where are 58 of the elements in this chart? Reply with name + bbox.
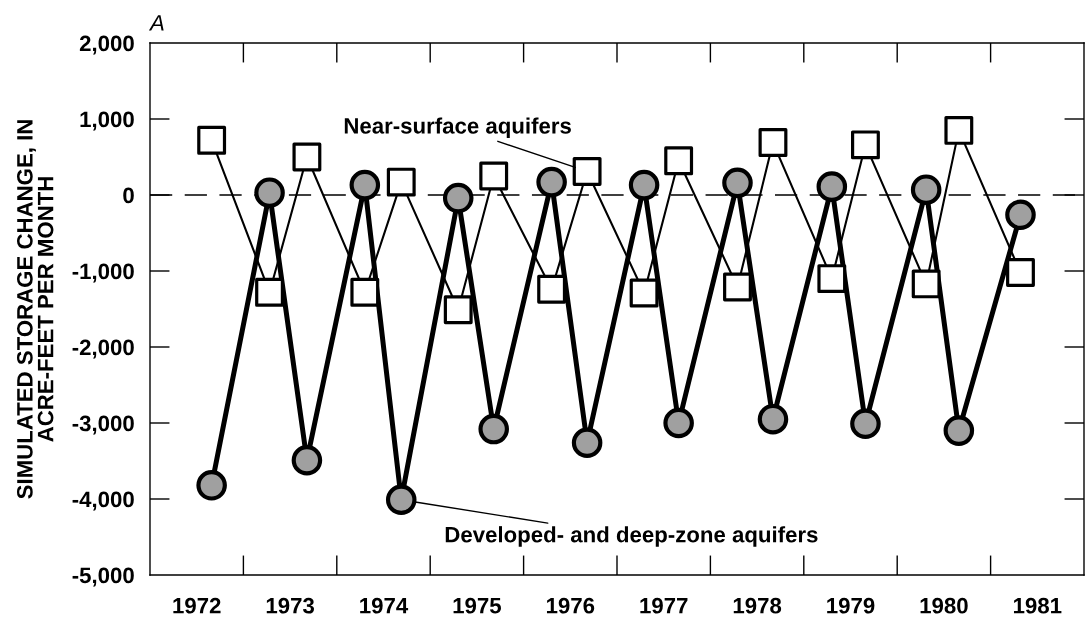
x-tick-label: 1972 (173, 597, 221, 614)
point (442, 182, 474, 214)
y-tick-label: -2,000 (72, 339, 134, 359)
annotation: Developed- and deep-zone aquifers (445, 526, 818, 547)
point (1006, 258, 1035, 287)
y-tick-label: -3,000 (72, 415, 134, 435)
point (443, 295, 473, 325)
point (350, 277, 380, 307)
x-tick-label: 1980 (920, 597, 968, 614)
point (911, 269, 941, 299)
point (757, 403, 789, 435)
point (571, 427, 603, 459)
point (943, 415, 975, 446)
point (850, 408, 881, 440)
y-axis-title: SIMULATED STORAGE CHANGE, IN ACRE-FEET PER MONTH (16, 120, 54, 499)
y-tick-label: 2,000 (79, 35, 134, 55)
y-tick-label: -5,000 (72, 567, 134, 587)
point (851, 130, 880, 160)
point (572, 156, 602, 186)
point (291, 444, 323, 476)
chart-title: A (148, 15, 164, 31)
x-tick-label: 1981 (1013, 597, 1062, 614)
point (664, 146, 694, 176)
x-tick-label: 1973 (266, 597, 315, 614)
point (197, 125, 227, 155)
point (385, 484, 417, 516)
annotation: Near-surface aquifers (344, 117, 571, 139)
point (255, 277, 284, 307)
point (944, 115, 974, 145)
point (537, 274, 567, 304)
y-tick-label: -4,000 (72, 491, 134, 511)
point (816, 171, 848, 202)
point (722, 167, 753, 199)
point (723, 272, 752, 302)
x-tick-label: 1976 (546, 597, 595, 614)
x-tick-label: 1978 (733, 597, 782, 614)
point (478, 413, 509, 445)
x-tick-label: 1977 (640, 597, 688, 614)
point (1005, 199, 1036, 231)
point (817, 264, 847, 294)
point (629, 278, 659, 308)
point (349, 169, 381, 201)
y-tick-label: 1,000 (80, 111, 134, 131)
point (254, 177, 285, 208)
point (386, 167, 416, 197)
point (628, 169, 660, 201)
y-tick-label: -1,000 (72, 263, 134, 283)
point (292, 142, 322, 172)
point (536, 166, 567, 198)
y-tick-label: 0 (123, 187, 134, 204)
x-tick-label: 1975 (453, 597, 501, 614)
point (196, 470, 227, 501)
point (663, 407, 694, 439)
point (479, 161, 509, 191)
x-tick-label: 1974 (360, 597, 409, 614)
point (910, 174, 942, 205)
point (758, 128, 788, 158)
x-tick-label: 1979 (827, 597, 875, 614)
